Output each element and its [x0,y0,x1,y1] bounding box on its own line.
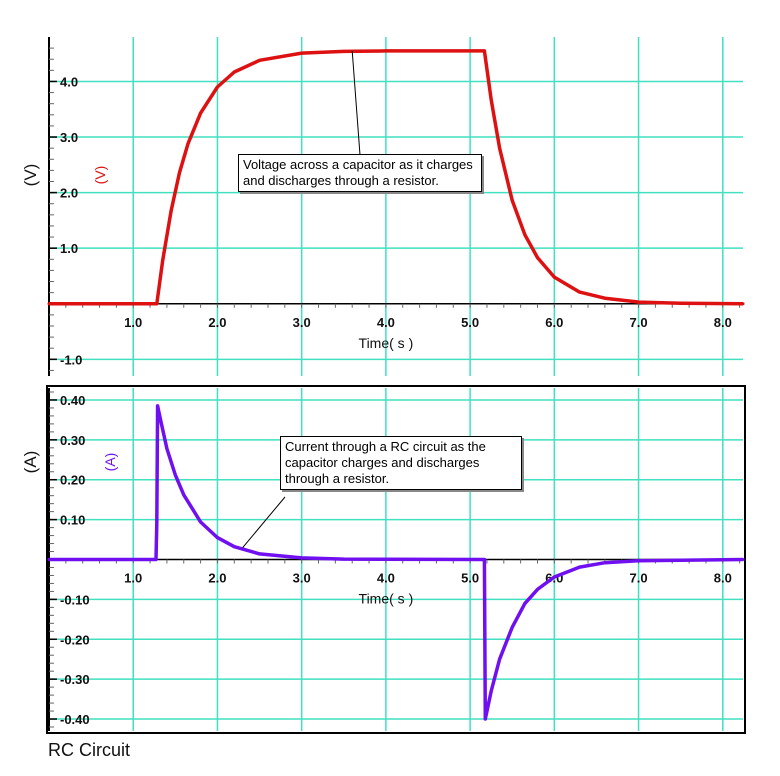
voltage-data-point [498,146,502,150]
y-tick-label: 0.10 [60,513,85,528]
current-data-point [498,657,502,661]
current-chart: 1.02.03.04.05.06.07.08.00.400.300.200.10… [21,385,746,734]
voltage-data-point [637,300,641,304]
x-tick-label: 3.0 [293,315,311,330]
y-tick-label: -0.10 [60,592,90,607]
y-axis-title: (V) [21,164,40,187]
voltage-chart: 1.0 2.0 3.0 4.0 5.0 6.0 7.0 8.0 4.0 3.0 2.0 1.0 -1.0… [21,37,745,376]
current-data-point [173,473,177,477]
current-data-point [199,520,203,524]
current-data-point [156,404,160,408]
voltage-data-point [384,49,388,53]
x-tick-label: 3.0 [293,571,311,586]
y-tick-label: -0.20 [60,632,90,647]
x-tick-label: 2.0 [208,315,226,330]
current-data-point [510,625,514,629]
voltage-data-point [578,290,582,294]
x-axis-title: Time( s ) [359,591,414,607]
current-data-point [154,558,158,561]
y-tick-label: 0.40 [60,393,85,408]
current-data-point [483,717,487,721]
voltage-data-point [161,258,165,262]
current-data-point [165,447,169,451]
x-tick-label: 1.0 [124,315,142,330]
voltage-data-point [342,49,346,53]
voltage-data-point [510,198,514,202]
annotation-pointer [242,496,286,548]
current-data-point [535,587,539,591]
current-data-point [578,565,582,569]
y-tick-label: -1.0 [60,352,82,367]
y-tick-label: 0.30 [60,433,85,448]
current-data-point [182,493,186,497]
current-data-point [523,601,527,605]
voltage-data-point [741,302,745,306]
voltage-annotation: Voltage across a capacitor as it charges… [238,154,482,192]
current-data-point [300,556,304,560]
voltage-data-point [535,256,539,260]
x-tick-label: 7.0 [630,571,648,586]
current-data-point [159,420,163,424]
voltage-data-point [603,296,607,300]
graph-caption: RC Circuit [48,740,131,760]
voltage-data-point [232,70,236,74]
voltage-data-point [186,142,190,146]
voltage-data-point [300,51,304,55]
y-tick-label: -0.40 [60,712,90,727]
voltage-data-point [215,85,219,89]
current-data-point [258,552,262,556]
current-data-point [232,545,236,549]
y-axis-title: (A) [21,451,40,474]
voltage-data-point [155,302,159,306]
voltage-data-point [47,302,51,306]
x-axis-title: Time( s ) [359,335,414,351]
voltage-data-point [489,98,493,102]
x-tick-label: 1.0 [124,571,142,586]
y-tick-label: 2.0 [60,186,78,201]
voltage-data-point [552,275,556,279]
current-data-point [637,559,641,563]
y-tick-label: 4.0 [60,74,78,89]
voltage-data-point [679,301,683,305]
current-data-point [603,561,607,565]
plot-frame [46,385,746,734]
voltage-data-point [169,209,173,213]
voltage-data-point [482,49,486,53]
x-tick-label: 2.0 [208,571,226,586]
voltage-data-point [523,233,527,237]
current-data-point [482,558,486,561]
voltage-data-point [199,111,203,115]
current-annotation: Current through a RC circuit as the capa… [280,436,522,490]
series-label: (V) [92,166,108,185]
y-tick-label: 0.20 [60,473,85,488]
x-tick-label: 6.0 [545,315,563,330]
voltage-data-point [178,171,182,175]
x-tick-label: 4.0 [377,571,395,586]
current-data-point [342,557,346,561]
x-tick-label: 8.0 [714,315,732,330]
current-data-point [215,536,219,540]
annotation-pointer [351,50,361,156]
current-data-point [155,522,159,526]
current-data-point [489,689,493,693]
x-tick-label: 5.0 [461,315,479,330]
current-data-point [47,558,51,561]
x-tick-label: 7.0 [630,315,648,330]
series-label: (A) [102,453,118,472]
current-data-point [552,575,556,579]
voltage-data-point [258,58,262,62]
y-tick-label: -0.30 [60,672,90,687]
x-tick-label: 5.0 [461,571,479,586]
current-data-point [741,558,745,561]
y-tick-label: 3.0 [60,130,78,145]
x-tick-label: 4.0 [377,315,395,330]
x-tick-label: 8.0 [714,571,732,586]
y-tick-label: 1.0 [60,241,78,256]
